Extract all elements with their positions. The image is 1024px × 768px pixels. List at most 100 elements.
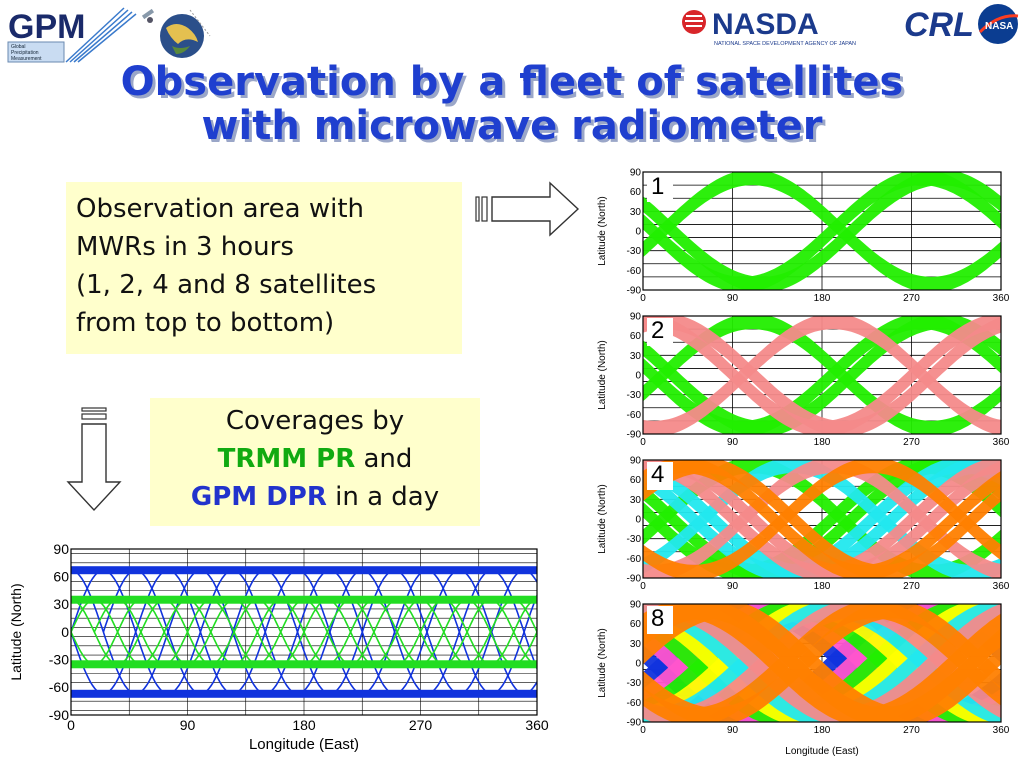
orbit-track [71,629,137,695]
chart-number-label: 2 [651,317,664,344]
coverage-chart-4: 0 90 180 270 360 90 60 30 0 -30 -60 -90 Latitude (No… [597,456,1010,593]
y-axis-label: Latitude (North) [597,628,608,697]
gpm-sub-3: Measurement [11,56,42,62]
x-tick-label: 90 [727,581,739,592]
y-tick-label: 30 [53,596,69,612]
satellite-swath [643,316,1001,434]
y-tick-label: 90 [630,168,642,179]
y-tick-label: 60 [630,619,642,630]
chart-number-label: 1 [651,173,664,200]
y-axis-label: Latitude (North) [597,484,608,553]
nasda-emblem-icon [682,10,706,34]
note2-line-1: Coverages by [225,406,405,436]
x-tick-label: 270 [903,581,920,592]
satellite-swath [643,604,1001,722]
y-tick-label: 90 [630,312,642,323]
note1-line-2: MWRs in 3 hours [76,232,294,262]
y-tick-label: -60 [627,266,642,277]
chart-number-label: 8 [651,605,664,632]
y-tick-label: -30 [627,246,642,257]
satellite-swath [643,604,1001,722]
y-tick-label: -60 [627,698,642,709]
y-tick-label: 30 [630,639,642,650]
trmm-gpm-coverage-chart: 0 90 180 270 360 90 60 30 0 -30 -60 -90 Latitude (No… [8,541,549,753]
nasda-sub-text: NATIONAL SPACE DEVELOPMENT AGENCY OF JAP… [714,41,856,47]
x-tick-label: 0 [640,581,646,592]
orbit-track [523,593,537,633]
x-tick-label: 360 [993,725,1010,736]
swath-group [643,460,1001,578]
x-tick-label: 0 [640,293,646,304]
x-tick-label: 270 [903,437,920,448]
coverage-chart-2: 0 90 180 270 360 90 60 30 0 -30 -60 -90 Latitude (No… [597,312,1010,449]
satellite-swath [643,460,1001,578]
chart-number-bg [647,318,673,346]
plot-frame [70,548,538,716]
plot-frame [642,603,1002,723]
down-arrow-icon [66,407,122,512]
swath-group [643,316,1001,434]
x-tick-label: 360 [993,293,1010,304]
orbit-track [512,598,537,633]
x-tick-label: 180 [814,437,831,448]
satellite-swath [643,172,1001,290]
observation-note: Observation area with MWRs in 3 hours (1… [66,182,462,354]
y-tick-label: -30 [627,534,642,545]
chart-number-bg [647,606,673,634]
swoosh-icon [65,7,137,63]
coverage-chart-8: 0 90 180 270 360 90 60 30 0 -30 -60 -90 Latitude (No… [597,600,1010,758]
gpm-logo-text: GPM [8,8,85,46]
orbit-track [71,630,119,666]
plot-frame [642,171,1002,291]
coverage-edge-band [71,689,537,698]
x-tick-label: 360 [993,581,1010,592]
orbit-track [536,630,537,632]
y-tick-label: 0 [635,659,641,670]
note2-line-3: GPM DPR in a day [150,478,480,516]
x-tick-label: 360 [993,437,1010,448]
y-tick-label: -90 [627,574,642,585]
coverage-edge-band [71,595,537,604]
swath-group [643,172,1001,290]
x-tick-label: 270 [409,717,433,733]
x-axis-label: Longitude (East) [249,736,359,753]
y-axis-label: Latitude (North) [597,340,608,409]
note1-line-4: from top to bottom) [76,308,335,338]
note1-line-3: (1, 2, 4 and 8 satellites [76,270,377,300]
and-text: and [355,444,413,474]
y-tick-label: 30 [630,495,642,506]
x-tick-label: 0 [640,437,646,448]
satellite-swath [643,604,1001,722]
y-tick-label: -60 [49,679,69,695]
x-tick-label: 180 [814,581,831,592]
y-tick-label: -60 [627,554,642,565]
crl-logo-text: CRL [904,6,974,44]
nasda-logo-text: NASDA [712,8,819,41]
x-tick-label: 180 [292,717,316,733]
y-tick-label: 60 [630,331,642,342]
y-tick-label: 60 [630,475,642,486]
nasa-logo-text: NASA [985,21,1013,32]
x-tick-label: 0 [640,725,646,736]
swath-group [643,604,1001,722]
y-tick-label: 0 [635,515,641,526]
in-a-day-text: in a day [326,482,440,512]
y-tick-label: 60 [53,569,69,585]
x-tick-label: 270 [903,725,920,736]
satellite-swath [643,604,1001,722]
slide-title: Observation by a fleet of satellites wit… [0,60,1024,148]
chart-number-label: 4 [651,461,664,488]
x-tick-label: 180 [814,725,831,736]
y-tick-label: -60 [627,410,642,421]
chart-number-bg [647,462,673,490]
y-tick-label: -90 [49,707,69,723]
y-tick-label: 60 [630,187,642,198]
satellite-swath [643,460,1001,578]
orbit-track [489,598,537,634]
coverage-note: Coverages by TRMM PR and GPM DPR in a da… [150,398,480,526]
y-tick-label: -30 [627,678,642,689]
plot-frame [642,459,1002,579]
satellite-swath [643,316,1001,434]
right-arrow-icon [475,181,580,237]
